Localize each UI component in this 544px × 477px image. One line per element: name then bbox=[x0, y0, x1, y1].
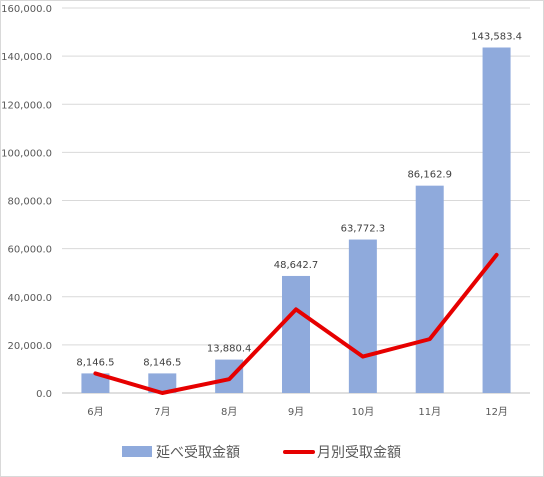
y-tick-label: 60,000.0 bbox=[7, 245, 52, 256]
y-tick-label: 100,000.0 bbox=[1, 148, 52, 159]
data-label: 86,162.9 bbox=[407, 170, 452, 181]
y-tick-label: 40,000.0 bbox=[7, 293, 52, 304]
x-tick-label: 9月 bbox=[288, 406, 304, 418]
bar bbox=[282, 275, 310, 393]
legend-label-line: 月別受取金額 bbox=[317, 445, 401, 461]
data-label: 8,146.5 bbox=[76, 357, 114, 368]
bar bbox=[482, 47, 511, 394]
legend: 延べ受取金額 月別受取金額 bbox=[122, 445, 401, 461]
x-tick-label: 10月 bbox=[351, 406, 374, 418]
line-series bbox=[93, 252, 499, 395]
legend-swatch-bar bbox=[122, 446, 152, 457]
data-label: 48,642.7 bbox=[274, 260, 319, 271]
legend-label-bar: 延べ受取金額 bbox=[156, 445, 240, 461]
data-label: 13,880.4 bbox=[207, 344, 252, 355]
bar bbox=[415, 185, 444, 393]
bar-series bbox=[81, 47, 511, 394]
bar bbox=[215, 359, 244, 393]
bar bbox=[348, 239, 377, 393]
y-tick-label: 160,000.0 bbox=[1, 4, 52, 15]
x-tick-label: 8月 bbox=[221, 406, 237, 418]
bar bbox=[148, 373, 177, 393]
gridlines bbox=[62, 7, 530, 394]
x-tick-label: 11月 bbox=[418, 406, 441, 418]
x-tick-label: 7月 bbox=[154, 406, 170, 418]
x-axis-ticks: 6月 7月 8月 9月 10月 11月 12月 bbox=[87, 406, 508, 418]
data-label: 63,772.3 bbox=[341, 224, 386, 235]
y-axis-ticks: 0.0 20,000.0 40,000.0 60,000.0 80,000.0 100,0… bbox=[1, 4, 52, 400]
bar bbox=[81, 373, 110, 393]
x-tick-label: 12月 bbox=[485, 406, 508, 418]
x-tick-label: 6月 bbox=[87, 406, 103, 418]
data-label: 143,583.4 bbox=[471, 32, 522, 43]
y-tick-label: 140,000.0 bbox=[1, 52, 52, 63]
y-tick-label: 0.0 bbox=[36, 389, 52, 400]
data-labels: 8,146.5 8,146.5 13,880.4 48,642.7 63,772.3 86… bbox=[76, 32, 522, 369]
y-tick-label: 120,000.0 bbox=[1, 100, 52, 111]
y-tick-label: 20,000.0 bbox=[7, 341, 52, 352]
data-label: 8,146.5 bbox=[143, 357, 181, 368]
y-tick-label: 80,000.0 bbox=[7, 197, 52, 208]
